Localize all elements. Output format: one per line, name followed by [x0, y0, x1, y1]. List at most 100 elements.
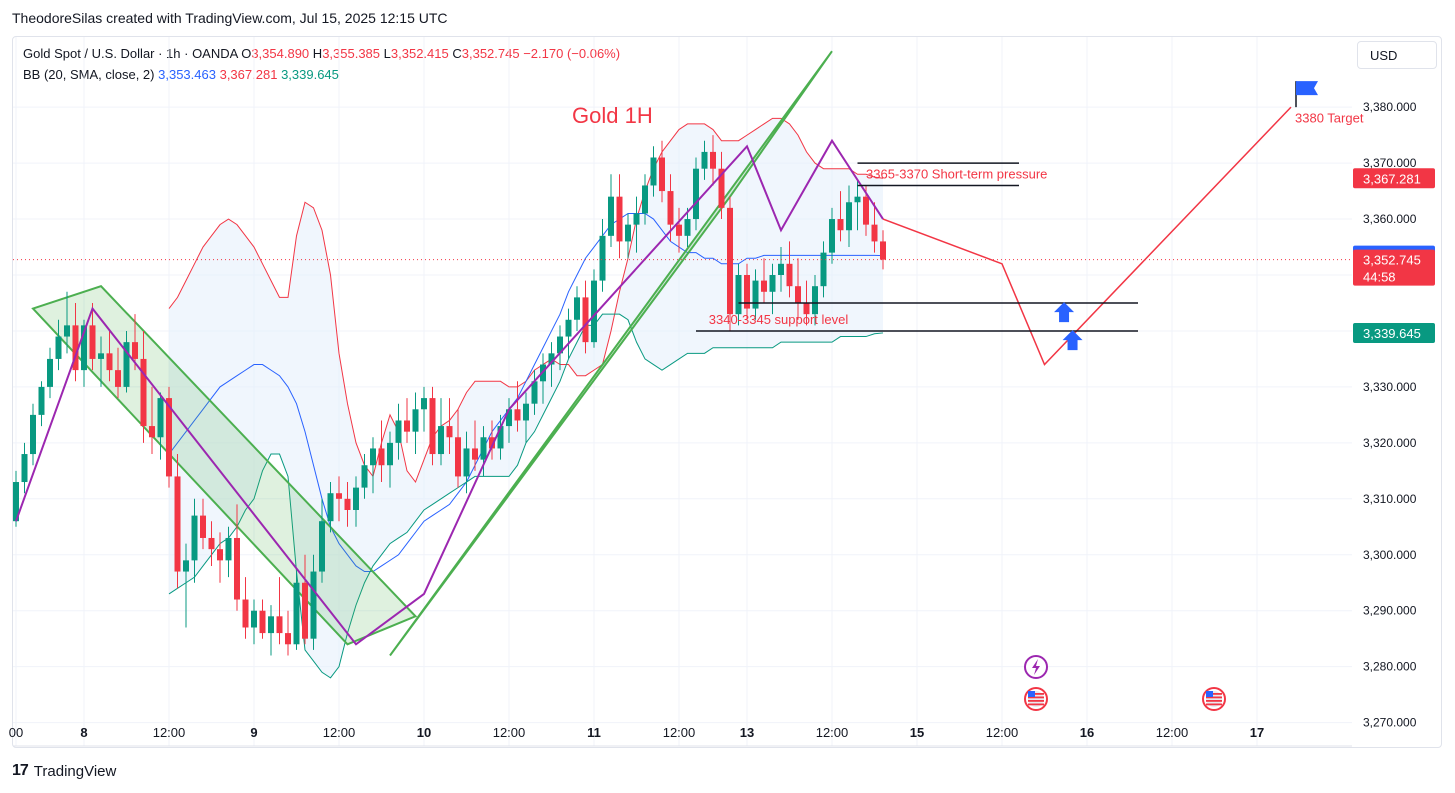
candle: [387, 442, 393, 466]
candle: [633, 213, 640, 225]
target-flag-icon: [1296, 81, 1318, 96]
candle: [157, 398, 164, 438]
candle: [591, 280, 597, 343]
us-flag-icon-stripe: [1028, 703, 1044, 706]
candle: [667, 191, 674, 225]
candle: [293, 582, 300, 645]
candle: [98, 353, 104, 359]
channel-2: [389, 50, 833, 657]
change-value: −2.170 (−0.06%): [523, 46, 621, 61]
candle: [812, 286, 818, 315]
candle: [327, 493, 334, 522]
candle: [166, 398, 172, 477]
candle: [276, 616, 283, 634]
candle: [684, 219, 691, 236]
candle: [55, 336, 62, 359]
candle: [650, 157, 657, 186]
candle: [514, 409, 521, 421]
candle: [378, 448, 385, 466]
high-value: 3,355.385: [322, 46, 381, 61]
candle: [13, 482, 19, 522]
candles: [13, 135, 886, 656]
candle: [208, 537, 215, 550]
candle: [64, 325, 70, 337]
low-value: 3,352.415: [390, 46, 449, 61]
x-tick-label: 17: [1250, 725, 1264, 740]
us-flag-icon-stripe: [1028, 696, 1044, 699]
candle: [608, 196, 614, 236]
candle: [854, 196, 861, 203]
candle: [616, 196, 623, 242]
candle: [659, 157, 665, 192]
candle: [438, 426, 444, 455]
close-value: 3,352.745: [461, 46, 520, 61]
chart-frame: [12, 36, 1442, 748]
us-flag-icon-stripe: [1206, 703, 1222, 706]
bb-label[interactable]: BB (20, SMA, close, 2): [23, 67, 155, 82]
symbol-label[interactable]: Gold Spot / U.S. Dollar · 1h · OANDA: [23, 46, 238, 61]
x-tick-label: 9: [250, 725, 257, 740]
candle: [480, 437, 487, 460]
low-label: L: [383, 46, 391, 61]
candle: [642, 185, 648, 214]
tradingview-brand[interactable]: 17 TradingView: [12, 762, 116, 780]
candle: [191, 515, 198, 561]
x-tick-label: 13: [740, 725, 754, 740]
currency-button[interactable]: USD: [1357, 41, 1437, 69]
candle: [523, 403, 529, 421]
y-tick-label: 3,310.000: [1363, 492, 1417, 506]
candle: [72, 325, 79, 371]
candle: [463, 448, 470, 477]
candle: [727, 207, 733, 315]
tradingview-logo-icon: 17: [12, 762, 29, 779]
y-tick-label: 3,280.000: [1363, 660, 1417, 674]
x-tick-label: 11: [587, 725, 601, 740]
candle: [531, 381, 538, 404]
x-tick-label: 16: [1080, 725, 1094, 740]
x-tick-label: 12:00: [816, 725, 849, 740]
candle: [132, 342, 138, 359]
candle: [225, 537, 232, 561]
candle: [497, 426, 504, 449]
arrow-up-icon: [1062, 330, 1083, 351]
candle: [693, 168, 699, 220]
y-tick-label: 3,370.000: [1363, 156, 1417, 170]
wave-path: [15, 138, 884, 646]
candle: [778, 263, 784, 275]
candle: [21, 454, 28, 483]
candle: [251, 610, 257, 628]
candle: [174, 476, 181, 572]
price-badge-countdown: 44:58: [1363, 270, 1396, 285]
candle: [310, 571, 317, 639]
candle: [123, 342, 130, 387]
candle: [30, 414, 36, 455]
y-tick-label: 3,320.000: [1363, 436, 1417, 450]
arrow-up-icon: [1054, 302, 1075, 323]
support-label: 3340-3345 support level: [709, 312, 849, 327]
brand-name: TradingView: [33, 762, 117, 780]
candle: [446, 426, 453, 438]
candle: [217, 549, 223, 561]
x-tick-label: 10: [417, 725, 431, 740]
chart-title: Gold 1H: [572, 103, 653, 128]
y-tick-label: 3,330.000: [1363, 380, 1417, 394]
candle: [285, 633, 291, 645]
candle: [115, 370, 121, 387]
x-tick-label: 8: [80, 725, 87, 740]
candle: [710, 151, 716, 169]
open-value: 3,354.890: [251, 46, 310, 61]
candle: [455, 437, 461, 477]
candle: [472, 448, 478, 460]
x-tick-label: 12:00: [663, 725, 696, 740]
candle: [820, 252, 827, 287]
x-tick-label: 15: [910, 725, 924, 740]
candle: [353, 487, 359, 510]
us-flag-icon-stripe: [1028, 693, 1044, 695]
candle: [404, 420, 410, 432]
y-tick-label: 3,290.000: [1363, 604, 1417, 618]
candle: [880, 241, 886, 260]
us-flag-icon-canton: [1206, 691, 1213, 697]
candle: [344, 498, 351, 510]
lightning-bolt-icon: [1032, 659, 1040, 675]
